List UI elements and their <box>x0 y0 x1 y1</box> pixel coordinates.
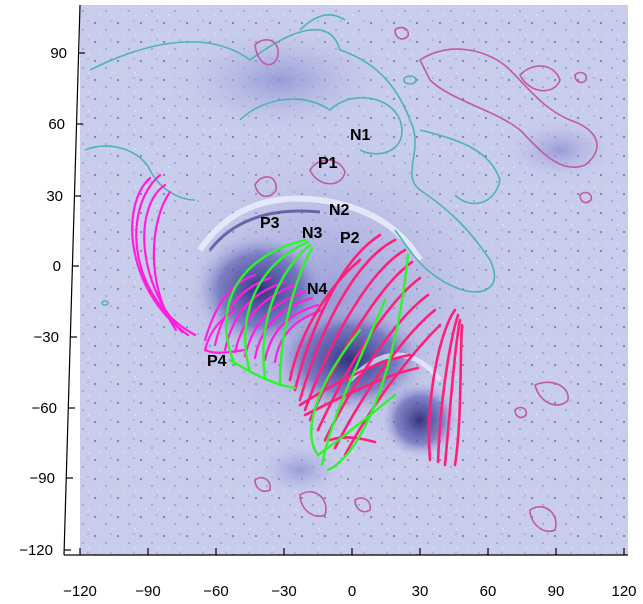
region-label-p1: P1 <box>318 155 338 172</box>
x-tick-label: −120 <box>63 583 97 600</box>
region-label-p2: P2 <box>340 230 360 247</box>
region-label-n2: N2 <box>329 202 350 219</box>
region-label-p3: P3 <box>260 215 280 232</box>
x-tick-label: 90 <box>548 583 565 600</box>
negative-polarity-contours <box>84 14 501 306</box>
x-tick-label: −30 <box>271 583 296 600</box>
axes-frame <box>63 4 628 556</box>
positive-polarity-contours <box>254 26 598 532</box>
region-label-p4: P4 <box>207 353 227 370</box>
y-tick-label: −90 <box>30 470 55 487</box>
y-tick-label: −120 <box>19 542 53 559</box>
y-tick-label: −60 <box>32 400 57 417</box>
x-tick-label: −90 <box>135 583 160 600</box>
y-tick-label: 0 <box>53 258 61 275</box>
x-tick-label: 0 <box>348 583 356 600</box>
x-tick-label: 120 <box>611 583 636 600</box>
x-tick-labels: −120 −90 −60 −30 0 30 60 90 120 <box>63 583 636 600</box>
x-tick-label: 30 <box>412 583 429 600</box>
y-tick-labels: 90 60 30 0 −30 −60 −90 −120 <box>19 45 67 559</box>
x-tick-label: 60 <box>480 583 497 600</box>
magenta-field-lines <box>131 173 324 364</box>
y-tick-marks <box>64 52 85 551</box>
region-label-n4: N4 <box>307 281 328 298</box>
x-tick-label: −60 <box>203 583 228 600</box>
y-tick-label: 30 <box>46 188 63 205</box>
region-labels: N1 P1 N2 P3 N3 P2 N4 P4 <box>207 127 371 370</box>
green-field-lines <box>224 238 410 472</box>
region-label-n3: N3 <box>302 225 323 242</box>
y-tick-label: −30 <box>34 329 59 346</box>
region-label-n1: N1 <box>350 127 371 144</box>
y-tick-label: 60 <box>48 116 65 133</box>
y-tick-label: 90 <box>50 45 67 62</box>
pink-field-lines <box>288 233 464 467</box>
x-tick-marks <box>79 548 625 555</box>
